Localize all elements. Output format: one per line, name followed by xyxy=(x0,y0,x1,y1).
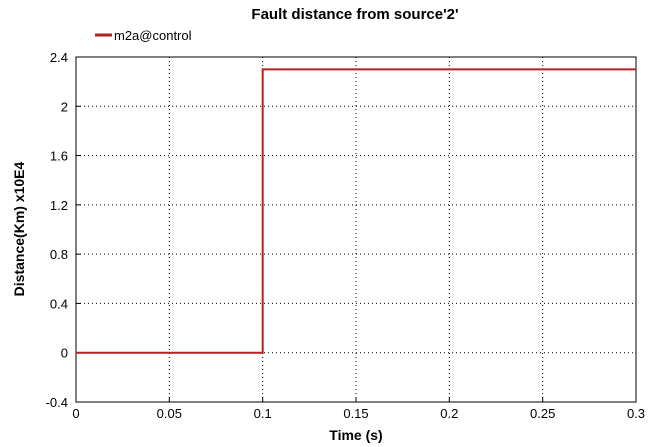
x-axis-label: Time (s) xyxy=(329,427,382,443)
y-tick-label: 1.6 xyxy=(50,149,68,164)
legend-label: m2a@control xyxy=(114,28,192,43)
series-layer xyxy=(76,68,636,354)
x-tick-label: 0.15 xyxy=(343,406,368,421)
x-tick-label: 0.3 xyxy=(627,406,645,421)
y-tick-label: 2 xyxy=(61,99,68,114)
y-tick-label: 0.4 xyxy=(50,296,68,311)
x-axis-ticks: 0 0.05 0.1 0.15 0.2 0.25 0.3 xyxy=(72,397,645,421)
x-tick-label: 0 xyxy=(72,406,79,421)
y-tick-label: 0 xyxy=(61,346,68,361)
y-tick-label: 2.4 xyxy=(50,50,68,65)
y-axis-ticks: -0.4 0 0.4 0.8 1.2 1.6 2 2.4 xyxy=(46,50,81,410)
chart-title: Fault distance from source'2' xyxy=(251,6,458,23)
legend: m2a@control xyxy=(95,28,192,43)
x-tick-label: 0.25 xyxy=(530,406,555,421)
x-tick-label: 0.2 xyxy=(440,406,458,421)
y-axis-label: Distance(Km) x10E4 xyxy=(11,161,27,296)
y-tick-label: 0.8 xyxy=(50,247,68,262)
y-tick-label: 1.2 xyxy=(50,198,68,213)
x-tick-label: 0.1 xyxy=(254,406,272,421)
grid xyxy=(76,57,636,402)
series-line xyxy=(76,68,636,354)
y-tick-label: -0.4 xyxy=(46,395,68,410)
x-tick-label: 0.05 xyxy=(157,406,182,421)
